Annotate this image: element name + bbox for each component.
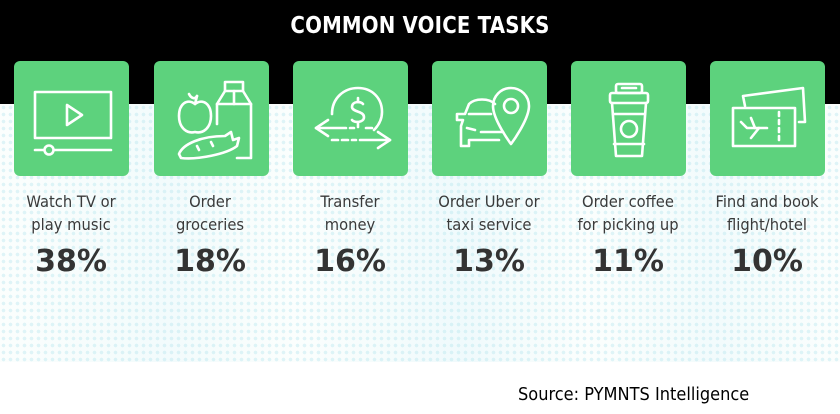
task-percent-watch-tv: 38% xyxy=(35,244,107,279)
task-label-order-coffee: Order coffee for picking up xyxy=(577,192,679,234)
tile-book-flight xyxy=(710,61,825,176)
flight-ticket-icon xyxy=(731,86,806,147)
page-title: COMMON VOICE TASKS xyxy=(290,13,550,39)
task-label-book-flight: Find and book flight/hotel xyxy=(715,192,819,234)
task-percent-order-groceries: 18% xyxy=(174,244,246,279)
task-percent-book-flight: 10% xyxy=(731,244,803,279)
tile-transfer-money xyxy=(293,61,408,176)
source-caption: Source: PYMNTS Intelligence xyxy=(518,384,750,405)
taxi-location-icon xyxy=(455,86,530,147)
task-label-order-groceries: Order groceries xyxy=(175,192,245,234)
coffee-cup-icon xyxy=(608,82,649,157)
groceries-icon xyxy=(177,80,252,160)
dotted-background xyxy=(0,104,840,362)
money-transfer-icon xyxy=(314,86,391,149)
task-label-transfer-money: Transfer money xyxy=(320,192,380,234)
tile-order-groceries xyxy=(154,61,269,176)
tile-watch-tv xyxy=(14,61,129,176)
task-percent-transfer-money: 16% xyxy=(314,244,386,279)
video-player-icon xyxy=(33,90,112,156)
task-label-watch-tv: Watch TV or play music xyxy=(26,192,116,234)
task-label-order-taxi: Order Uber or taxi service xyxy=(438,192,540,234)
header-band xyxy=(0,0,840,104)
tile-order-coffee xyxy=(571,61,686,176)
task-percent-order-taxi: 13% xyxy=(453,244,525,279)
tile-order-taxi xyxy=(432,61,547,176)
task-percent-order-coffee: 11% xyxy=(592,244,664,279)
